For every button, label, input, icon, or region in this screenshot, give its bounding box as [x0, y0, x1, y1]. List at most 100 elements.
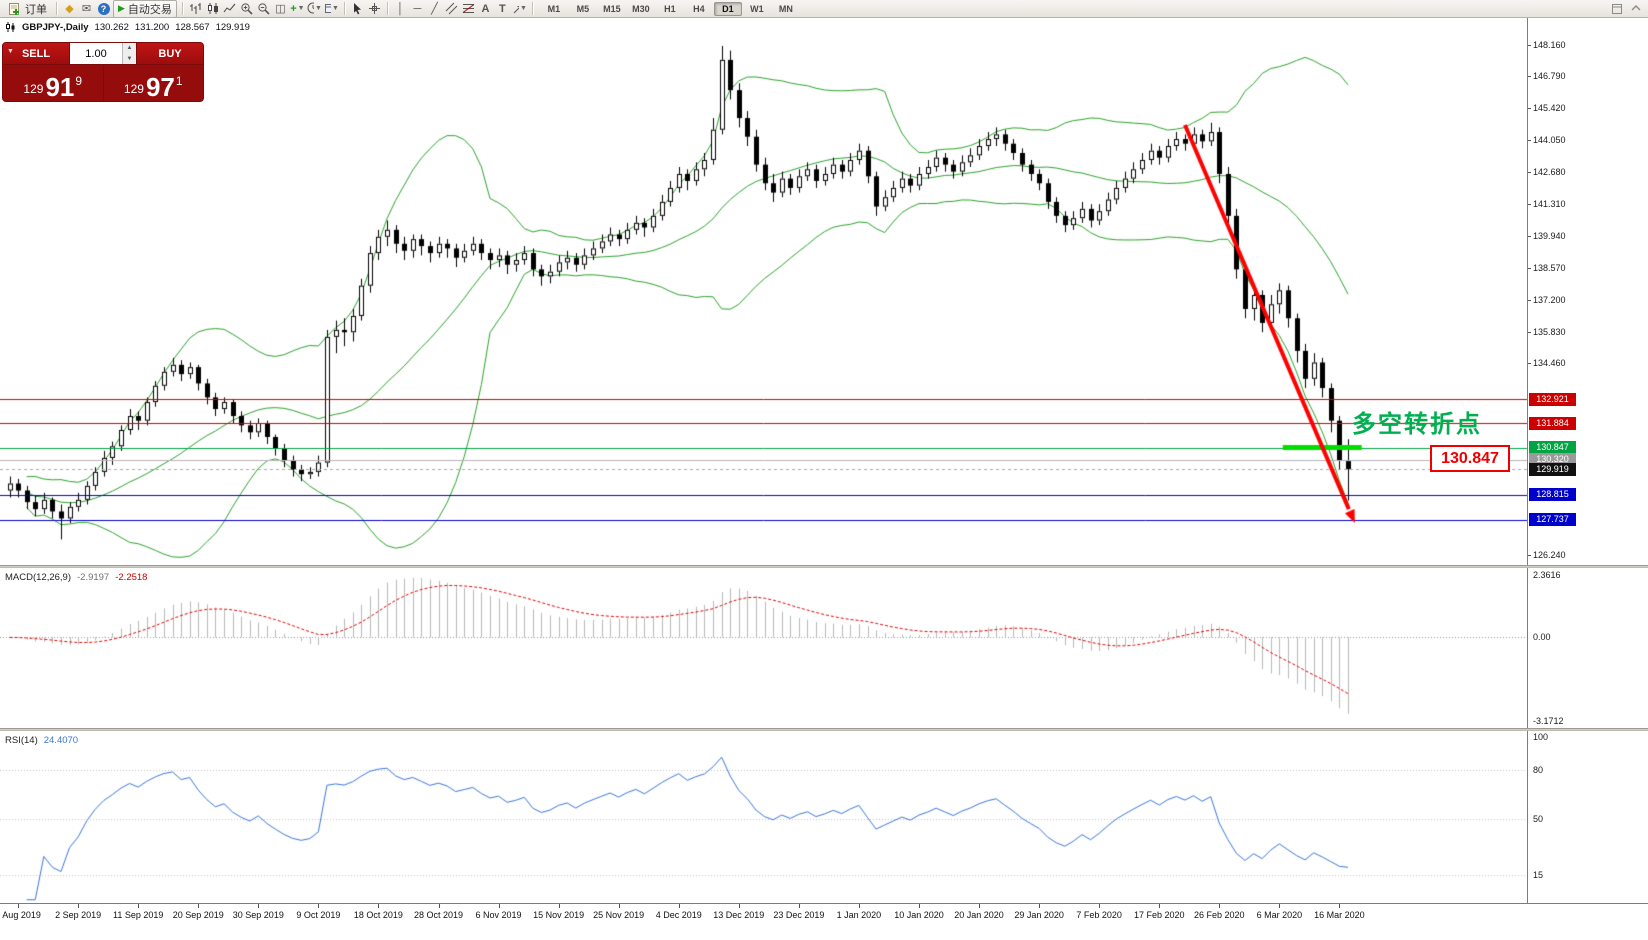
sell-button[interactable]: SELL: [3, 43, 69, 64]
panel-divider[interactable]: [0, 565, 1648, 568]
macd-tick: 2.3616: [1533, 569, 1561, 580]
volume-value[interactable]: 1.00: [85, 47, 107, 60]
date-tickmark: [498, 904, 500, 908]
timeframe-button-M15[interactable]: M15: [603, 3, 621, 14]
indicators-add-icon[interactable]: + ▼: [290, 2, 305, 15]
price-axis[interactable]: 148.160 146.790 145.420 144.050 142.680 141.3…: [1527, 18, 1648, 565]
rsi-canvas[interactable]: [0, 731, 1527, 903]
date-label: 1 Jan 2020: [836, 910, 882, 920]
timeframe-button-M5[interactable]: M5: [576, 3, 590, 14]
ask-big-digits: 97: [145, 72, 175, 102]
price-tickmark: [1528, 363, 1531, 365]
timeframe-button-MN[interactable]: MN: [778, 3, 793, 14]
macd-tick: 0.00: [1533, 632, 1551, 643]
buy-button[interactable]: BUY: [137, 43, 203, 64]
separator: [56, 2, 57, 15]
collapse-panel-icon[interactable]: ▼: [7, 48, 14, 55]
expand-window-icon[interactable]: [1628, 1, 1643, 16]
date-axis[interactable]: 1 Aug 2019 2 Sep 2019 11 Sep 2019 20 Sep 20…: [0, 903, 1648, 940]
price-tick: 137.200: [1533, 294, 1566, 305]
mail-icon[interactable]: ✉: [81, 3, 92, 15]
date-label: 10 Jan 2020: [894, 910, 944, 920]
crosshair-icon[interactable]: [367, 1, 382, 16]
text-label-icon[interactable]: T: [499, 2, 506, 15]
line-chart-icon[interactable]: [222, 1, 237, 16]
price-tick: 134.460: [1533, 358, 1566, 369]
level-price-callout: 130.847: [1430, 445, 1510, 472]
zoom-out-icon[interactable]: [256, 1, 271, 16]
trendline-icon[interactable]: ╱: [431, 3, 438, 15]
zoom-in-icon[interactable]: [239, 1, 254, 16]
date-tickmark: [918, 904, 920, 908]
tile-windows-icon[interactable]: ◫: [275, 3, 286, 15]
timeframe-button-H4[interactable]: H4: [693, 3, 705, 14]
main-chart-panel: GBPJPY-,Daily 130.262 131.200 128.567 12…: [0, 18, 1648, 565]
help-icon[interactable]: ?: [96, 1, 111, 16]
date-label: 1 Aug 2019: [0, 910, 41, 920]
timeframe-toolbar: M1 M5 M15 M30 H1 H4 D1 W1 MN: [540, 1, 800, 16]
toolbar-right-icons: [1609, 1, 1645, 16]
date-label: 7 Feb 2020: [1076, 910, 1122, 920]
horizontal-line-icon[interactable]: ─: [413, 2, 422, 15]
macd-axis[interactable]: 2.3616 0.00 -3.1712: [1527, 568, 1648, 728]
rsi-label: RSI(14) 24.4070: [5, 735, 78, 746]
buy-price-button[interactable]: 129 97 1: [102, 65, 204, 102]
candlestick-chart-icon[interactable]: [205, 1, 220, 16]
price-tickmark: [1528, 172, 1531, 174]
toolbar: 订单 ◆ ✉ ? ▶ 自动交易 ◫ + ▼ ▼: [0, 0, 1648, 18]
date-tickmark: [618, 904, 620, 908]
bid-prefix: 129: [23, 82, 44, 96]
date-label: 25 Nov 2019: [593, 910, 645, 920]
date-label: 2 Sep 2019: [55, 910, 102, 920]
ask-prefix: 129: [123, 82, 144, 96]
date-label: 29 Jan 2020: [1014, 910, 1064, 920]
panel-divider[interactable]: [0, 728, 1648, 731]
volume-up-icon[interactable]: ▲: [123, 43, 136, 54]
date-label: 23 Dec 2019: [773, 910, 825, 920]
bar-chart-icon[interactable]: [188, 1, 203, 16]
date-tickmark: [18, 904, 20, 908]
price-tick: 139.940: [1533, 230, 1566, 241]
autotrade-play-icon: ▶: [118, 3, 125, 13]
date-tickmark: [138, 904, 140, 908]
autotrade-button[interactable]: ▶ 自动交易: [113, 0, 177, 18]
macd-canvas[interactable]: [0, 568, 1527, 728]
fibonacci-icon[interactable]: [461, 1, 476, 16]
macd-tick: -3.1712: [1533, 716, 1564, 727]
templates-icon[interactable]: ▼: [324, 1, 339, 16]
date-label: 28 Oct 2019: [413, 910, 464, 920]
volume-spinner: ▲ ▼: [122, 43, 136, 64]
date-tickmark: [678, 904, 680, 908]
date-label: 11 Sep 2019: [112, 910, 164, 920]
date-tickmark: [78, 904, 80, 908]
main-chart-canvas[interactable]: [0, 18, 1527, 565]
price-line-label: 132.921: [1529, 392, 1576, 406]
new-order-button[interactable]: 订单: [3, 1, 51, 17]
cursor-icon[interactable]: [350, 1, 365, 16]
favorites-icon[interactable]: ◆: [65, 3, 74, 15]
timeframe-button-M1[interactable]: M1: [547, 3, 561, 14]
volume-field[interactable]: 1.00 ▲ ▼: [69, 43, 137, 64]
separator: [386, 2, 388, 15]
timeframe-button-D1[interactable]: D1: [713, 1, 742, 16]
timeframe-button-H1[interactable]: H1: [664, 3, 676, 14]
vertical-line-icon[interactable]: │: [396, 2, 404, 15]
sell-price-button[interactable]: 129 91 9: [3, 65, 103, 101]
date-tickmark: [1099, 904, 1101, 908]
price-tick: 141.310: [1533, 198, 1566, 209]
timeframe-button-M30[interactable]: M30: [632, 3, 650, 14]
rsi-axis[interactable]: 100 80 50 15: [1527, 731, 1648, 903]
ohlc-low: 128.567: [175, 22, 210, 33]
volume-down-icon[interactable]: ▼: [123, 53, 136, 64]
bid-big-digits: 91: [45, 72, 75, 102]
arrows-objects-icon[interactable]: ▼: [512, 1, 527, 16]
period-icon[interactable]: ▼: [307, 1, 322, 16]
text-icon[interactable]: A: [481, 2, 490, 15]
dock-window-icon[interactable]: [1609, 1, 1624, 16]
price-tick: 126.240: [1533, 549, 1566, 560]
channel-icon[interactable]: [444, 1, 459, 16]
rsi-tick: 50: [1533, 813, 1544, 824]
timeframe-button-W1[interactable]: W1: [750, 3, 764, 14]
date-tickmark: [1039, 904, 1041, 908]
rsi-tick: 100: [1533, 732, 1549, 743]
